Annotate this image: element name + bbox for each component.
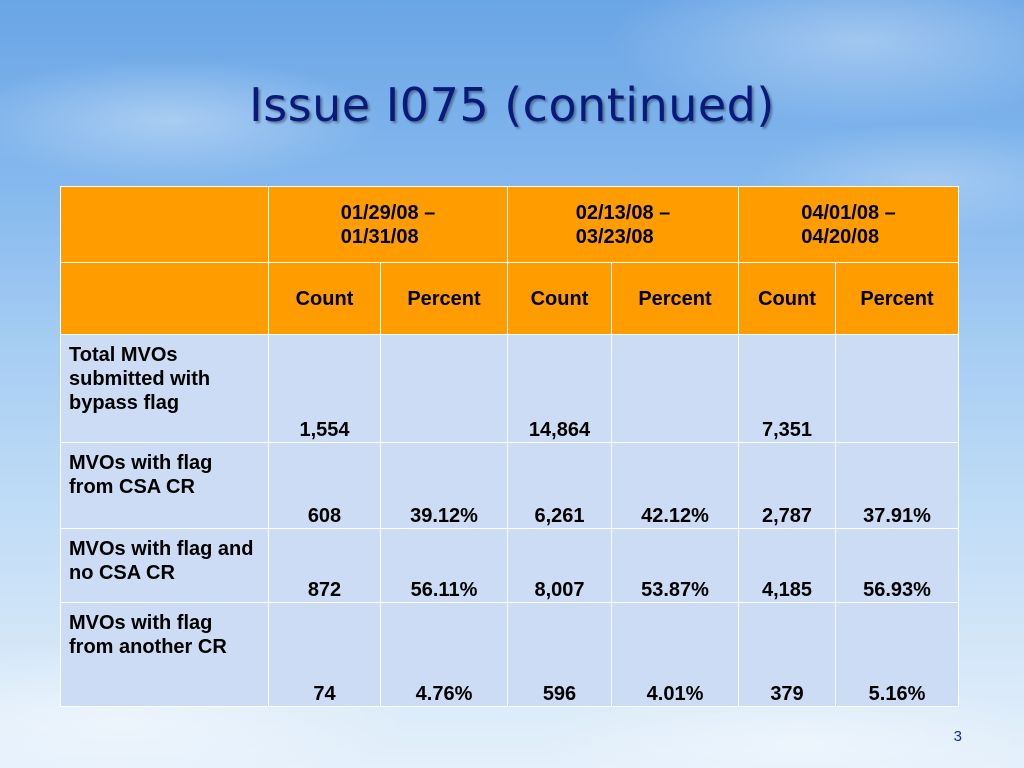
column-header: Count — [738, 262, 836, 335]
row-label: MVOs with flag from CSA CR — [60, 442, 269, 529]
date-range-header-row: 01/29/08 –01/31/08 02/13/08 –03/23/08 04… — [60, 186, 959, 263]
corner-cell — [60, 262, 269, 335]
table-cell: 74 — [268, 602, 381, 707]
row-label: Total MVOs submitted with bypass flag — [60, 334, 269, 443]
table-cell: 4.01% — [611, 602, 739, 707]
date-range-header: 04/01/08 –04/20/08 — [738, 186, 959, 263]
table-cell: 5.16% — [835, 602, 959, 707]
table-cell: 4.76% — [380, 602, 508, 707]
date-range-end: 01/31/08 — [340, 225, 419, 248]
table-row: Total MVOs submitted with bypass flag 1,… — [60, 334, 959, 443]
table-cell — [380, 334, 508, 443]
table-cell: 37.91% — [835, 442, 959, 529]
date-range-start: 04/01/08 – — [801, 201, 896, 224]
table-cell: 8,007 — [507, 528, 612, 603]
date-range-header: 01/29/08 –01/31/08 — [268, 186, 508, 263]
table-row: MVOs with flag and no CSA CR 872 56.11% … — [60, 528, 959, 603]
data-table: 01/29/08 –01/31/08 02/13/08 –03/23/08 04… — [60, 186, 959, 707]
column-header: Count — [507, 262, 612, 335]
column-header: Percent — [611, 262, 739, 335]
date-range-header: 02/13/08 –03/23/08 — [507, 186, 739, 263]
table-cell: 42.12% — [611, 442, 739, 529]
table-cell: 39.12% — [380, 442, 508, 529]
table-cell: 872 — [268, 528, 381, 603]
column-header: Count — [268, 262, 381, 335]
table-cell: 596 — [507, 602, 612, 707]
table-row: MVOs with flag from CSA CR 608 39.12% 6,… — [60, 442, 959, 529]
row-label: MVOs with flag and no CSA CR — [60, 528, 269, 603]
table-cell: 56.11% — [380, 528, 508, 603]
table-cell: 53.87% — [611, 528, 739, 603]
slide-title: Issue I075 (continued) — [249, 78, 775, 132]
date-range-end: 04/20/08 — [801, 225, 880, 248]
table-cell: 608 — [268, 442, 381, 529]
table-cell: 14,864 — [507, 334, 612, 443]
date-range-start: 02/13/08 – — [575, 201, 671, 224]
column-header: Percent — [380, 262, 508, 335]
date-range-start: 01/29/08 – — [340, 201, 436, 224]
table-cell: 4,185 — [738, 528, 836, 603]
table-cell: 2,787 — [738, 442, 836, 529]
date-range-end: 03/23/08 — [575, 225, 654, 248]
table-cell — [835, 334, 959, 443]
table-cell: 56.93% — [835, 528, 959, 603]
slide-number: 3 — [953, 728, 962, 745]
table-cell: 379 — [738, 602, 836, 707]
table-cell: 7,351 — [738, 334, 836, 443]
table-row: MVOs with flag from another CR 74 4.76% … — [60, 602, 959, 707]
table-cell: 6,261 — [507, 442, 612, 529]
table-cell — [611, 334, 739, 443]
corner-cell — [60, 186, 269, 263]
row-label: MVOs with flag from another CR — [60, 602, 269, 707]
table-cell: 1,554 — [268, 334, 381, 443]
column-header-row: Count Percent Count Percent Count Percen… — [60, 262, 959, 335]
column-header: Percent — [835, 262, 959, 335]
